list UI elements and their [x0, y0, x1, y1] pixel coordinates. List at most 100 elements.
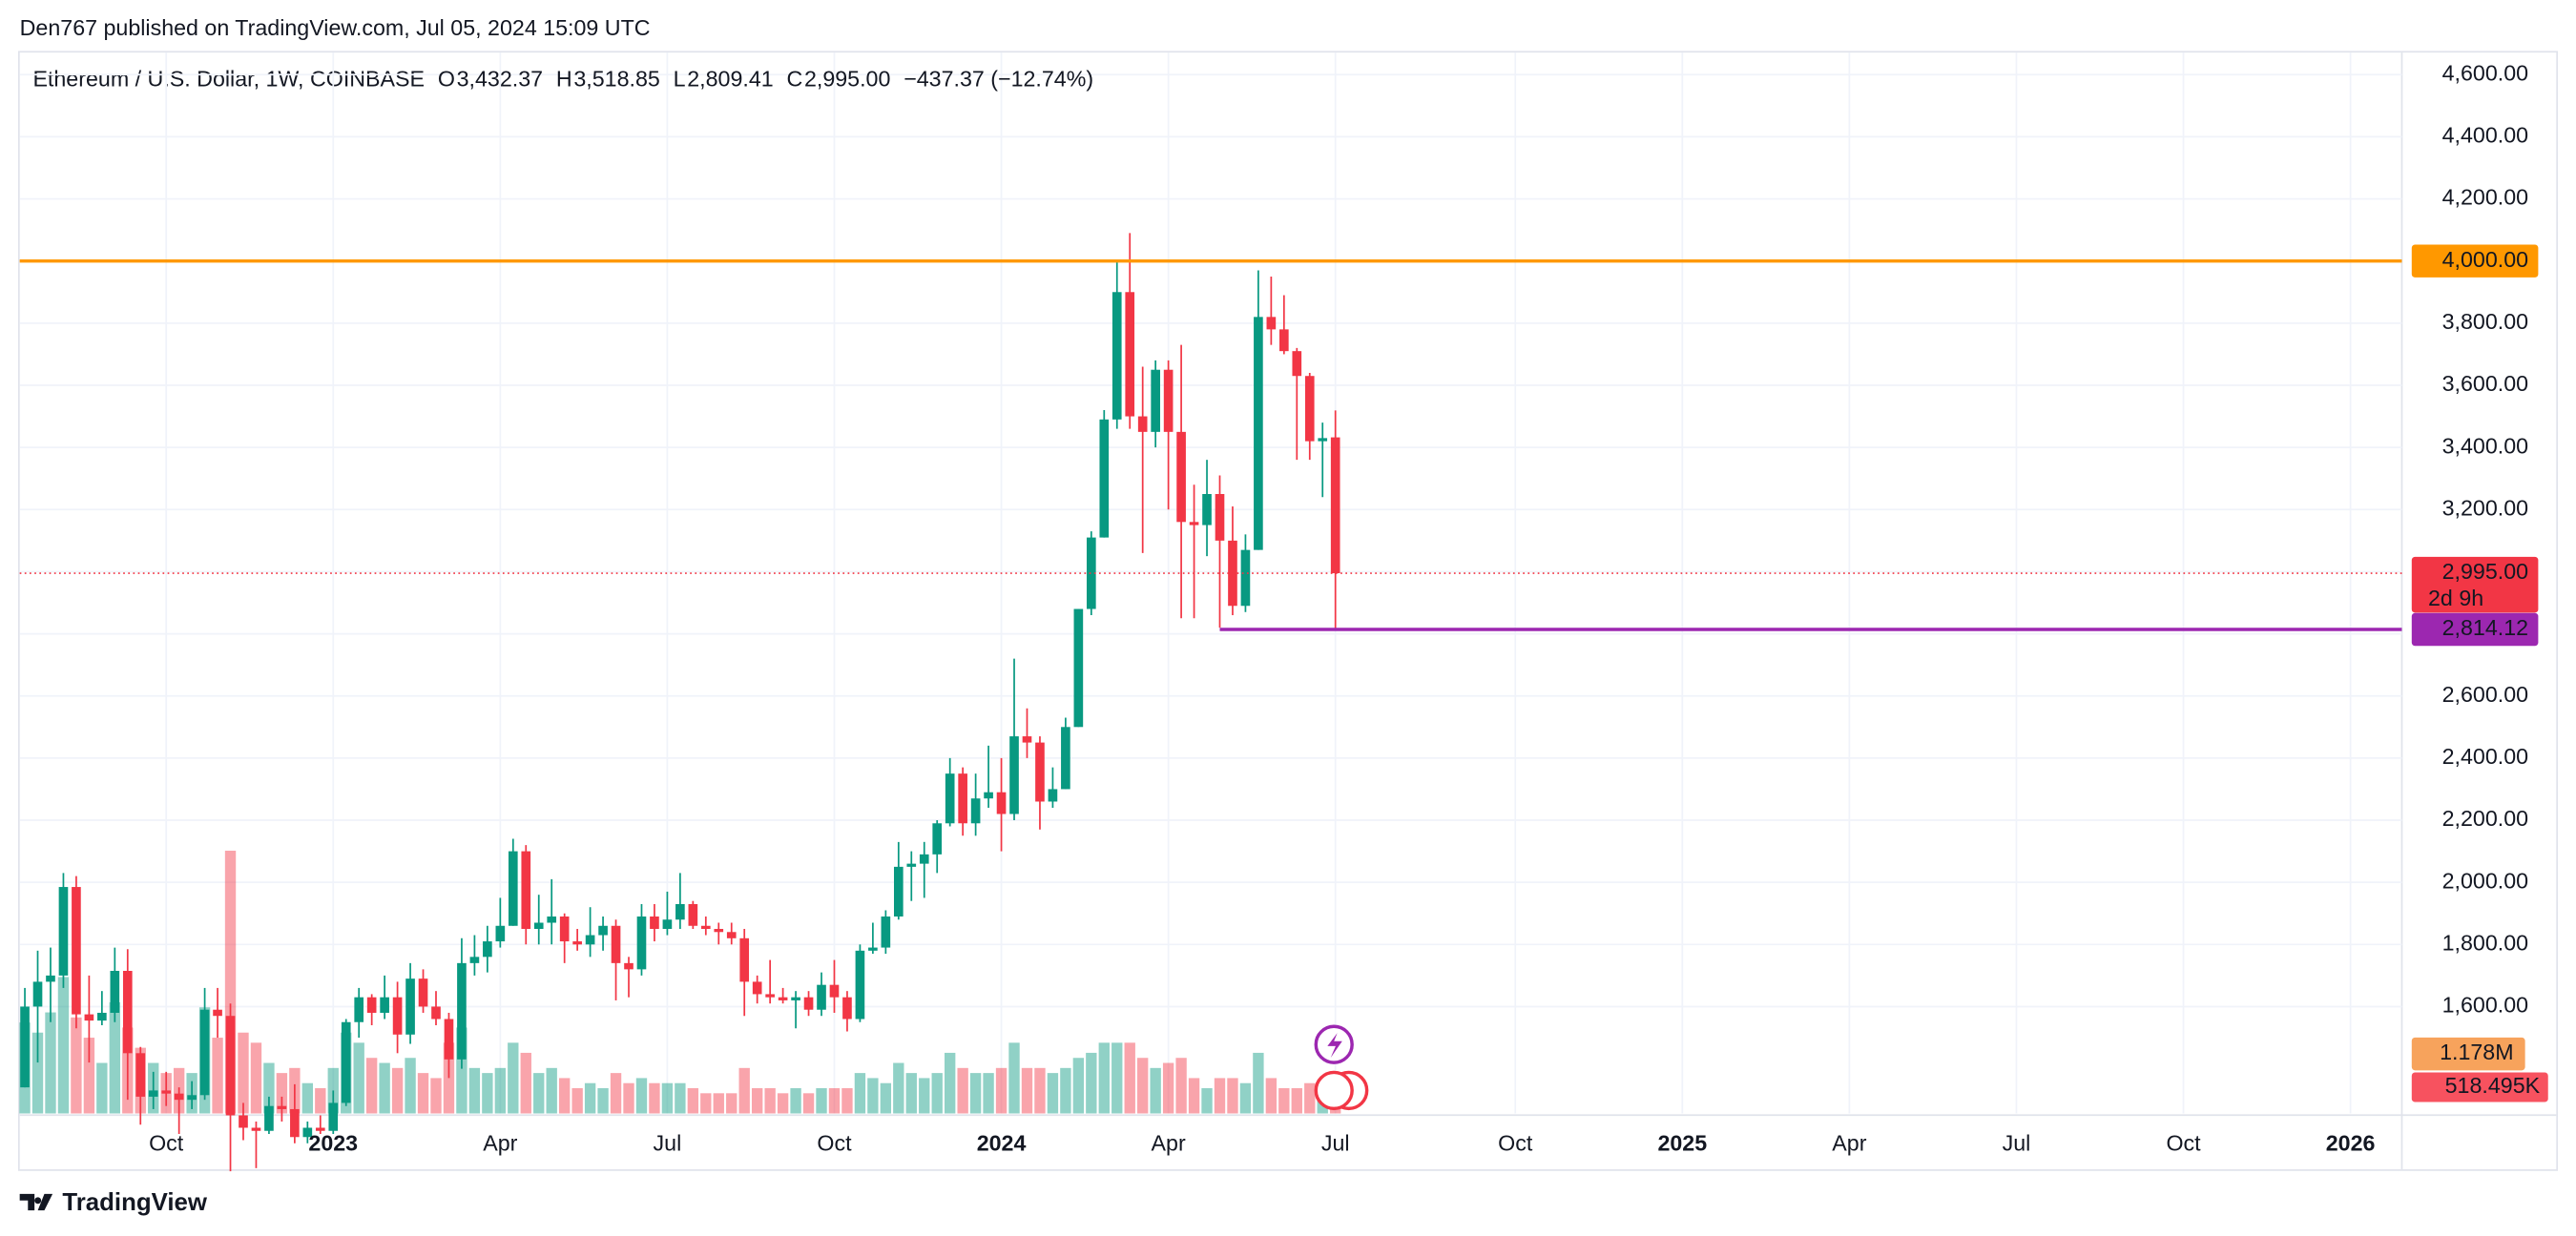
volume-bar — [571, 1088, 583, 1114]
legend-value: 2,809.41 — [687, 67, 773, 92]
volume-bar — [854, 1073, 866, 1114]
candle-body — [328, 1102, 339, 1131]
legend-key: O — [438, 67, 455, 92]
volume-bar — [751, 1088, 763, 1114]
candle-body — [970, 798, 981, 824]
candle-body — [636, 916, 647, 970]
candle-body — [662, 919, 673, 930]
volume-bar — [687, 1088, 699, 1114]
candle-body — [1330, 437, 1340, 574]
volume-bar — [1021, 1067, 1033, 1114]
volume-bar — [931, 1073, 943, 1114]
y-tick-label: 2,000.00 — [2442, 868, 2529, 893]
candle-body — [174, 1093, 184, 1101]
volume-bar — [83, 1038, 95, 1114]
candle-body — [752, 981, 762, 995]
y-tick-label: 2,400.00 — [2442, 744, 2529, 769]
volume-bar — [764, 1088, 776, 1114]
volume-bar — [995, 1067, 1008, 1114]
volume-bar — [726, 1093, 737, 1114]
volume-bar — [238, 1032, 249, 1114]
candle-body — [1304, 376, 1315, 442]
volume-bar — [1124, 1042, 1135, 1114]
volume-bar — [57, 977, 70, 1114]
y-tick-label: 3,400.00 — [2442, 433, 2529, 458]
volume-bar — [880, 1082, 892, 1114]
volume-bar — [790, 1088, 801, 1114]
candle-body — [624, 962, 634, 970]
candle-body — [277, 1105, 287, 1109]
volume-bar — [738, 1067, 750, 1114]
candle-body — [213, 1009, 222, 1017]
candle-body — [881, 916, 891, 948]
candle-body — [84, 1014, 94, 1021]
volume-bar — [1188, 1078, 1200, 1114]
frame — [17, 51, 2559, 1171]
volume-bar — [893, 1062, 904, 1114]
candle-body — [405, 978, 415, 1035]
logo-icon — [19, 1193, 53, 1211]
volume-bar — [508, 1042, 519, 1114]
volume-bar — [1253, 1052, 1264, 1114]
event-icons — [1314, 1024, 1369, 1111]
candle-body — [547, 916, 557, 923]
candle-body — [868, 947, 878, 951]
candle-body — [1125, 292, 1135, 417]
candle-body — [148, 1090, 158, 1097]
volume-bar — [919, 1078, 930, 1114]
volume-bar — [45, 1012, 56, 1114]
y-tick-label: 4,200.00 — [2442, 185, 2529, 210]
legend-change: −437.37 (−12.74%) — [904, 67, 1093, 92]
volume-bar — [1227, 1078, 1238, 1114]
volume-bar — [1162, 1062, 1174, 1114]
x-tick-label: Apr — [1152, 1130, 1186, 1155]
candle-body — [958, 773, 967, 824]
candle-body — [996, 792, 1007, 814]
volume-bar — [212, 1038, 223, 1114]
candle-body — [354, 997, 364, 1022]
candle-body — [457, 962, 467, 1060]
candle-body — [906, 863, 917, 867]
volume-bar — [224, 850, 237, 1114]
candle-body — [315, 1127, 325, 1131]
volume-bar — [802, 1093, 815, 1114]
x-tick-label: Oct — [1498, 1130, 1533, 1155]
volume-bar — [675, 1082, 686, 1114]
candle-body — [380, 997, 389, 1013]
volume-bar — [1304, 1082, 1316, 1114]
volume-bar — [1060, 1067, 1071, 1114]
candle-body — [1266, 317, 1277, 330]
candle-body — [1009, 736, 1019, 814]
candle-body — [264, 1105, 274, 1131]
volume-bar — [520, 1052, 531, 1114]
price-label-bg — [2411, 612, 2539, 647]
brand: TradingView — [62, 1189, 207, 1216]
volume-bar — [250, 1042, 262, 1114]
legend-key: C — [786, 67, 802, 92]
candle-body — [714, 929, 724, 933]
volume-bar — [31, 1032, 44, 1114]
volume-bar — [597, 1088, 609, 1114]
candle-body — [611, 925, 621, 963]
candle-body — [1254, 317, 1263, 550]
volume-bar — [905, 1073, 917, 1114]
y-tick-label: 2,600.00 — [2442, 682, 2529, 707]
candle-body — [919, 854, 929, 864]
x-tick-label: Oct — [2166, 1130, 2201, 1155]
volume-bar — [1098, 1042, 1110, 1114]
countdown: 2d 9h — [2428, 586, 2483, 610]
volume-bar — [957, 1067, 968, 1114]
candle-body — [803, 997, 814, 1010]
x-tick-label: Jul — [1321, 1130, 1350, 1155]
volume-bar — [841, 1088, 853, 1114]
volume-bar — [1265, 1078, 1278, 1114]
candle-body — [675, 903, 685, 920]
y-tick-label: 4,400.00 — [2442, 123, 2529, 148]
x-tick-label: 2026 — [2326, 1130, 2376, 1155]
candle-body — [366, 997, 377, 1013]
volume-bar — [468, 1067, 481, 1114]
price-label: 4,000.00 — [2442, 247, 2529, 272]
legend-key: H — [556, 67, 572, 92]
